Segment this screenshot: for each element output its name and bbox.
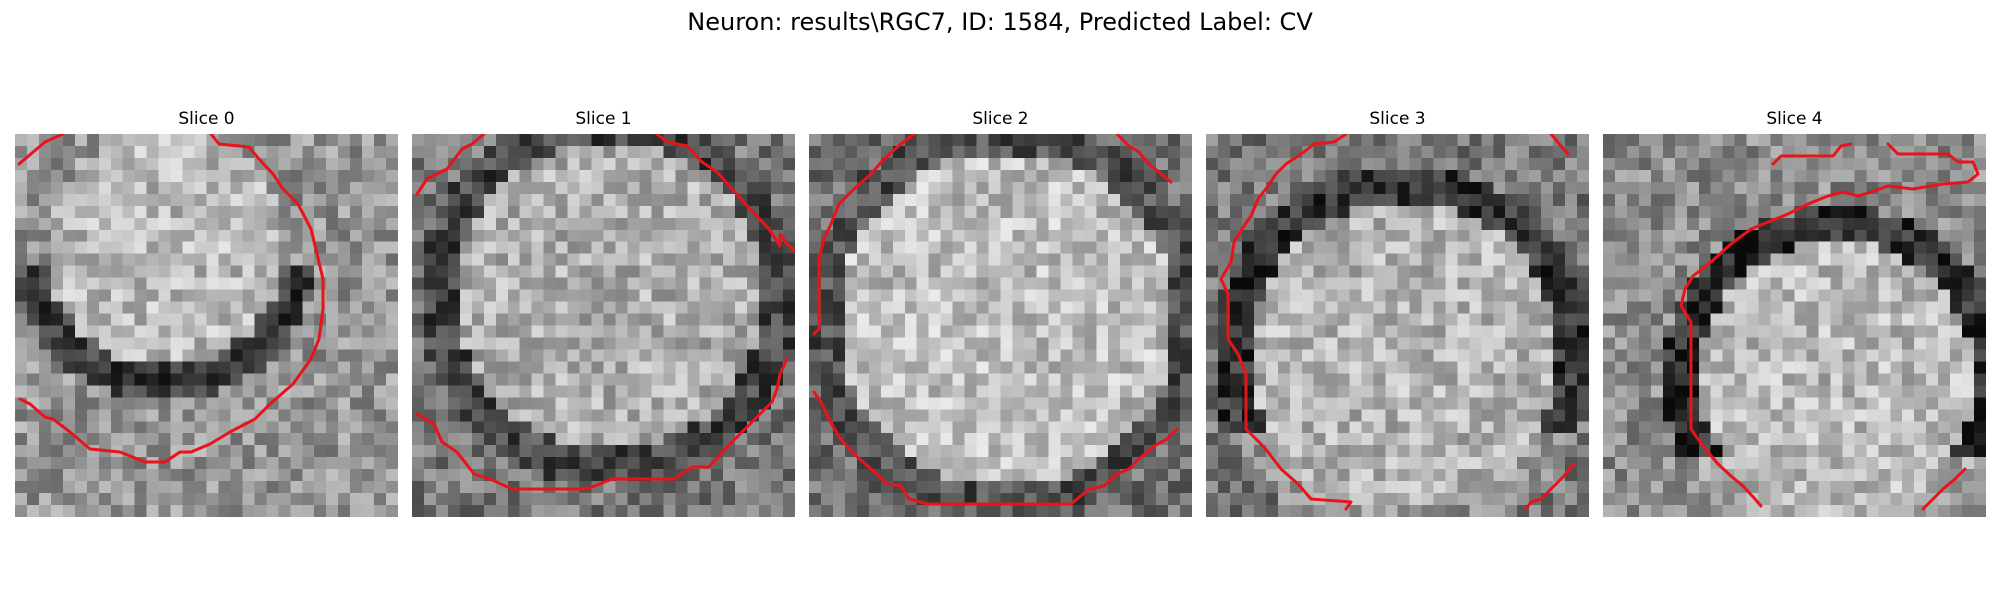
slice-1-title: Slice 1	[575, 109, 632, 129]
slice-1-contour-overlay	[415, 134, 795, 491]
slice-2-contour-left	[812, 134, 916, 336]
slice-2-contour-top-right	[1115, 134, 1173, 184]
slice-1-image	[412, 134, 795, 517]
slice-4-image	[1603, 134, 1986, 517]
slice-4-contour-overlay	[1679, 142, 1980, 511]
slice-4-contour-main	[1679, 142, 1980, 508]
slice-0-title: Slice 0	[178, 109, 235, 129]
slice-2-contour-overlay	[812, 134, 1179, 506]
slice-0-contour-main	[18, 134, 325, 464]
slice-3-contour-overlay	[1219, 134, 1576, 511]
slice-0-image	[15, 134, 398, 517]
slice-1-contour-top-left	[415, 134, 486, 196]
figure-title: Neuron: results\RGC7, ID: 1584, Predicte…	[687, 8, 1313, 36]
slice-4-grayscale-image	[1603, 134, 1986, 517]
slice-4-contour-top-right	[1771, 142, 1853, 166]
slice-1-grayscale-image	[412, 134, 795, 517]
slice-3-contour-bottom-right	[1524, 462, 1576, 511]
slice-4-contour-bottom-right	[1921, 467, 1967, 511]
slice-3-contour-top-right	[1549, 134, 1570, 156]
slice-3-contour-main	[1219, 134, 1353, 511]
slice-2-image	[809, 134, 1192, 517]
slice-2-contour-bottom	[812, 390, 1179, 506]
slice-2-grayscale-image	[809, 134, 1192, 517]
slice-3-image	[1206, 134, 1589, 517]
slice-1-contour-bottom	[415, 357, 789, 491]
slice-0-contour-top-left	[17, 134, 65, 166]
slice-2-title: Slice 2	[972, 109, 1029, 129]
slice-0-grayscale-image	[15, 134, 398, 517]
slice-3-title: Slice 3	[1369, 109, 1426, 129]
slice-0-contour-overlay	[17, 134, 325, 464]
slice-1-contour-top-right	[655, 134, 795, 253]
slice-4-title: Slice 4	[1766, 109, 1823, 129]
